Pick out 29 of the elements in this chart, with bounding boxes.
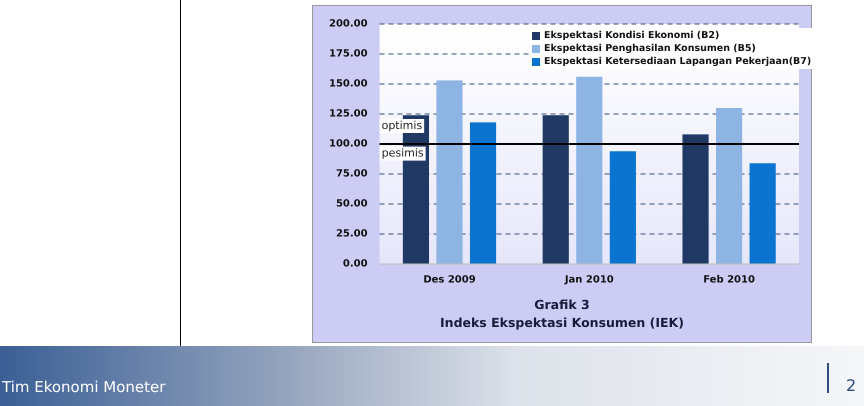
x-tick-label: Jan 2010: [564, 274, 614, 286]
legend-label: Ekspektasi Ketersediaan Lapangan Pekerjaan(B7): [543, 55, 812, 68]
text: 2: [846, 376, 856, 395]
y-tick-label: 175.00: [328, 48, 368, 60]
y-tick-label: 150.00: [328, 78, 368, 90]
bar: [682, 134, 709, 264]
y-tick-label: 125.00: [328, 108, 368, 120]
legend-label: Ekspektasi Kondisi Ekonomi (B2): [543, 29, 720, 42]
text: Grafik 3: [533, 296, 591, 314]
text: Indeks Ekspektasi Konsumen (IEK): [439, 314, 685, 332]
text: Tim Ekonomi Moneter: [2, 378, 166, 396]
bar: [750, 163, 776, 264]
y-tick-label: 75.00: [336, 168, 368, 180]
annotation: optimis: [382, 118, 422, 132]
x-tick-label: Feb 2010: [703, 274, 755, 286]
bar: [436, 80, 463, 264]
y-tick-label: 200.00: [328, 18, 368, 30]
x-tick-label: Des 2009: [423, 274, 476, 286]
y-tick-label: 25.00: [336, 228, 368, 240]
bar: [470, 122, 496, 264]
y-tick-label: 0.00: [342, 258, 368, 270]
bar: [542, 115, 569, 264]
annotation: pesimis: [382, 146, 424, 160]
y-tick-label: 100.00: [328, 138, 368, 150]
bar: [610, 151, 636, 264]
y-tick-label: 50.00: [336, 198, 368, 210]
bar: [716, 108, 742, 264]
legend-label: Ekspektasi Penghasilan Konsumen (B5): [543, 42, 757, 55]
bar: [576, 76, 602, 264]
